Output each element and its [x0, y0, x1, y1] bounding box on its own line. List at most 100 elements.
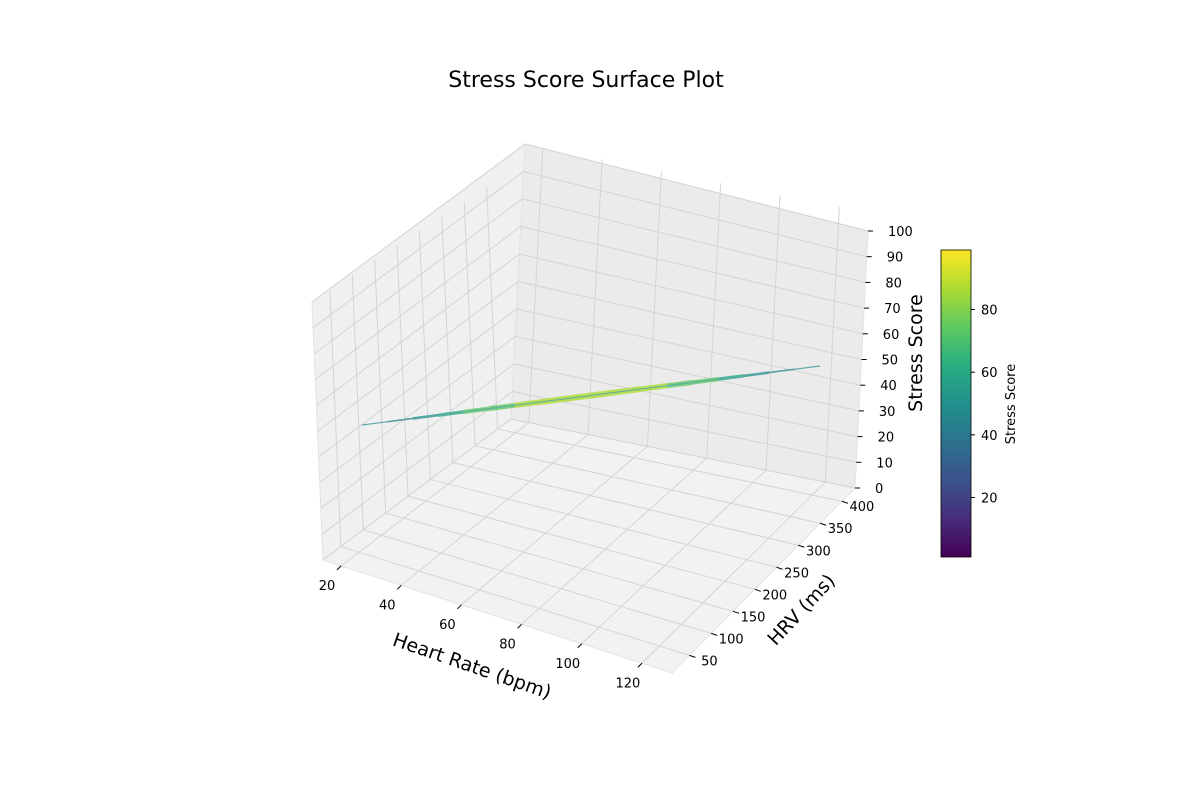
x-axis-label: Heart Rate (bpm): [390, 629, 554, 704]
x-tick-label: 120: [615, 676, 640, 691]
y-tick-mark: [819, 522, 827, 526]
left-wall-vgrid: [396, 245, 409, 497]
left-wall-vgrid: [463, 201, 476, 446]
y-gridline: [407, 495, 755, 590]
z-gridline-left: [319, 336, 516, 484]
back-wall-vgrid: [587, 159, 603, 435]
z-gridline-back: [523, 171, 867, 258]
z-tick-label: 70: [884, 302, 901, 317]
z-gridline-left: [318, 308, 517, 458]
back-wall-vgrid: [765, 195, 781, 471]
z-gridline-back: [510, 418, 856, 489]
y-tick-label: 150: [741, 610, 766, 625]
y-tick-mark: [776, 566, 783, 570]
x-gridline: [521, 457, 708, 625]
x-tick-mark: [457, 604, 462, 610]
x-tick-mark: [577, 643, 583, 649]
back-wall-vgrid: [646, 171, 662, 447]
y-gridline: [340, 546, 690, 656]
colorbar-ticks: 20 40 60 80: [971, 304, 998, 506]
y-tick-label: 400: [850, 500, 875, 515]
z-gridline-back: [519, 253, 863, 335]
x-gridline: [340, 422, 530, 567]
z-gridline-left: [312, 171, 524, 329]
colorbar: [940, 249, 972, 558]
z-tick-label: 40: [880, 379, 897, 394]
x-tick-mark: [517, 623, 522, 629]
z-gridline-left: [311, 143, 526, 303]
z-tick-label: 100: [888, 225, 913, 240]
y-tick-mark: [798, 544, 805, 548]
z-tick-label: 30: [879, 405, 896, 420]
x-gridline: [461, 445, 648, 606]
z-gridline-back: [520, 226, 865, 309]
z-gridline-left: [316, 253, 520, 406]
z-tick-label: 0: [875, 482, 883, 497]
y-axis-label: HRV (ms): [763, 570, 840, 650]
z-gridline-back: [513, 363, 858, 438]
y-gridline: [430, 478, 777, 568]
y-gridline: [497, 428, 843, 502]
z-gridline-left: [321, 391, 513, 535]
gridlines: [311, 143, 869, 664]
y-gridline: [385, 512, 734, 612]
y-tick-mark: [754, 588, 761, 592]
surface-edge: [361, 365, 821, 426]
x-gridline: [581, 469, 767, 645]
z-gridline-back: [522, 198, 866, 283]
z-gridline-back: [524, 143, 869, 232]
z-tick-label: 80: [885, 276, 902, 291]
x-gridline: [400, 434, 589, 586]
y-gridline: [452, 462, 799, 546]
colorbar-label: Stress Score: [1004, 364, 1019, 445]
x-tick-mark: [396, 584, 402, 590]
x-tick-mark: [336, 565, 342, 571]
z-axis-label: Stress Score: [905, 294, 927, 412]
x-tick-label: 60: [439, 618, 456, 633]
y-tick-label: 200: [762, 588, 787, 603]
y-tick-label: 300: [806, 544, 831, 559]
z-gridline-back: [512, 391, 857, 463]
x-tick-mark: [637, 662, 643, 668]
x-tick-label: 20: [319, 579, 336, 594]
x-tick-label: 100: [555, 657, 580, 672]
z-gridline-back: [516, 308, 861, 386]
z-gridline-left: [313, 198, 523, 355]
y-tick-label: 100: [719, 632, 744, 647]
y-tick-label: 50: [701, 654, 718, 669]
surface: [361, 365, 821, 426]
back-wall-vgrid: [706, 183, 722, 459]
y-tick-label: 350: [828, 522, 853, 537]
left-wall-vgrid: [351, 275, 364, 530]
x-tick-label: 40: [379, 598, 396, 613]
z-tick-label: 90: [887, 251, 904, 266]
y-tick-mark: [732, 610, 740, 614]
colorbar-tick-label: 60: [981, 366, 998, 381]
z-gridline-left: [317, 281, 519, 432]
z-gridline-left: [315, 226, 522, 380]
colorbar-tick-label: 80: [981, 304, 998, 319]
y-gridline: [363, 529, 712, 634]
chart-title: Stress Score Surface Plot: [448, 68, 724, 93]
y-tick-mark: [689, 654, 696, 658]
left-wall-vgrid: [486, 186, 499, 430]
y-gridline: [475, 445, 821, 524]
z-tick-label: 20: [878, 431, 895, 446]
y-tick-mark: [841, 500, 849, 504]
z-gridline-left: [322, 418, 512, 561]
z-tick-label: 10: [876, 456, 893, 471]
x-tick-label: 80: [499, 637, 516, 652]
z-gridline-back: [515, 336, 860, 412]
colorbar-tick-label: 40: [981, 429, 998, 444]
colorbar-tick-label: 20: [981, 491, 998, 506]
y-tick-mark: [711, 632, 718, 636]
left-wall-vgrid: [329, 290, 342, 547]
left-wall-vgrid: [374, 260, 387, 514]
z-gridline-left: [320, 363, 515, 509]
z-tick-label: 60: [883, 328, 900, 343]
z-tick-label: 50: [882, 354, 899, 369]
tick-labels: 2040608010012050100150200250300350400010…: [319, 225, 913, 691]
y-tick-label: 250: [784, 566, 809, 581]
back-wall-vgrid: [824, 207, 840, 483]
left-wall-vgrid: [418, 231, 431, 480]
